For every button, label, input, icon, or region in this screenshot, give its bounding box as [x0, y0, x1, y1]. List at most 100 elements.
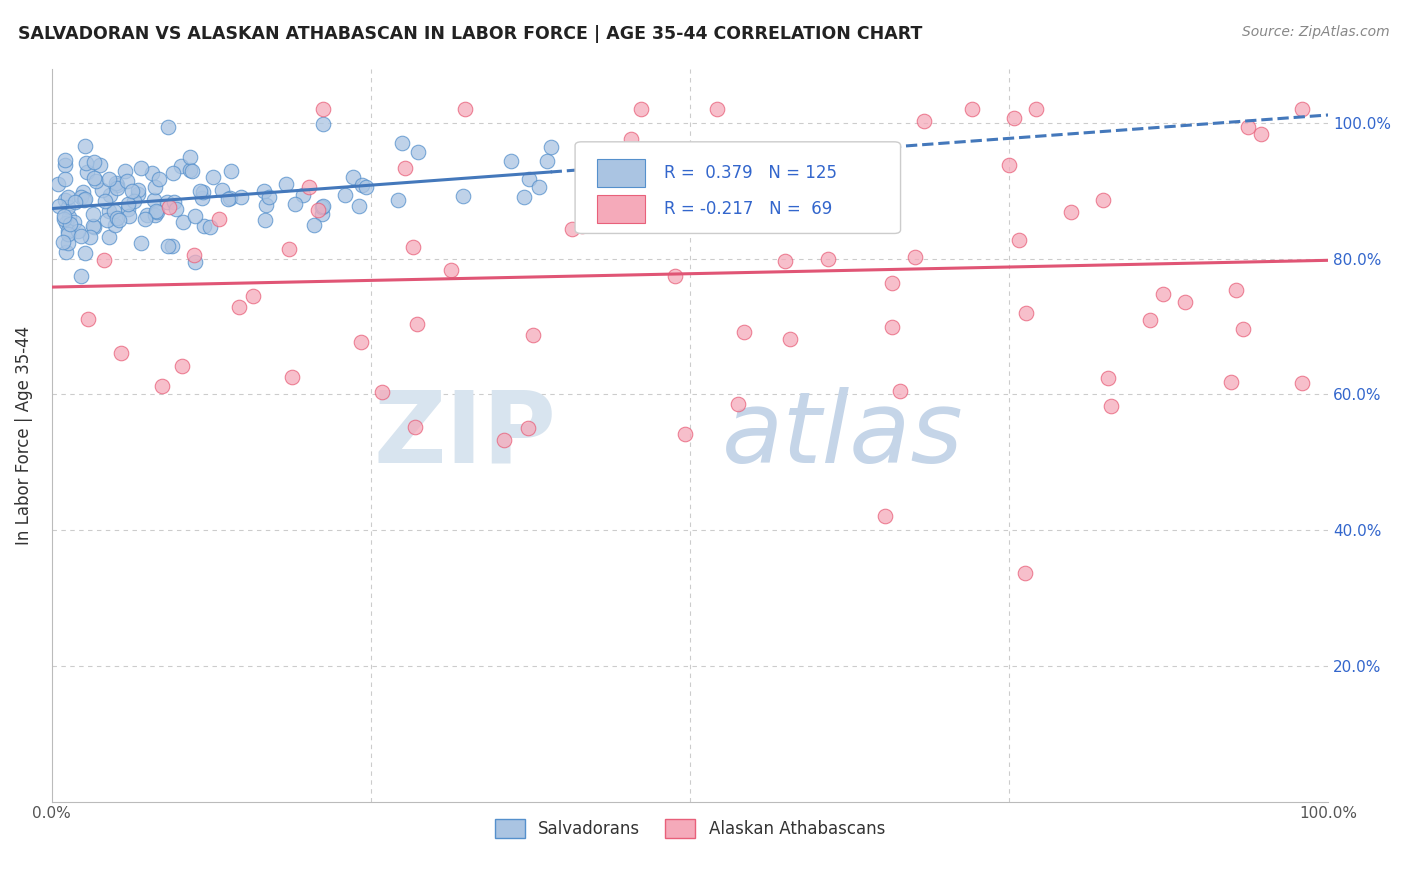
- Point: [105, 181, 128, 195]
- Point: [356, 179, 378, 194]
- Point: [172, 215, 194, 229]
- Point: [122, 194, 145, 208]
- Point: [136, 208, 159, 222]
- Point: [191, 191, 214, 205]
- Point: [387, 193, 409, 207]
- Point: [278, 242, 301, 256]
- Point: [540, 140, 562, 154]
- Point: [58, 200, 80, 214]
- Point: [83, 220, 105, 235]
- Point: [1220, 375, 1243, 389]
- Point: [727, 396, 749, 410]
- Point: [115, 174, 138, 188]
- Point: [779, 332, 801, 346]
- Point: [817, 252, 839, 267]
- Point: [179, 150, 201, 164]
- Point: [307, 202, 329, 217]
- Point: [134, 211, 156, 226]
- Point: [620, 132, 643, 146]
- Point: [880, 277, 903, 291]
- Point: [253, 184, 276, 198]
- Y-axis label: In Labor Force | Age 35-44: In Labor Force | Age 35-44: [15, 326, 32, 545]
- Point: [53, 209, 76, 223]
- Point: [229, 189, 252, 203]
- FancyBboxPatch shape: [575, 142, 901, 234]
- Point: [170, 159, 193, 173]
- Point: [1291, 102, 1313, 116]
- Point: [143, 208, 166, 222]
- Point: [53, 153, 76, 168]
- Point: [1250, 127, 1272, 141]
- Point: [89, 158, 111, 172]
- Point: [55, 245, 77, 260]
- Point: [188, 184, 211, 198]
- Point: [773, 254, 796, 268]
- Point: [52, 235, 75, 250]
- Point: [405, 318, 427, 332]
- Point: [191, 185, 214, 199]
- Point: [406, 145, 429, 160]
- Point: [880, 320, 903, 334]
- Point: [347, 199, 370, 213]
- Point: [117, 202, 139, 216]
- Point: [1002, 111, 1025, 125]
- Point: [58, 224, 80, 238]
- Point: [110, 346, 132, 360]
- Point: [155, 194, 177, 209]
- Point: [82, 206, 104, 220]
- Point: [291, 187, 314, 202]
- Point: [56, 227, 79, 241]
- Point: [73, 193, 96, 207]
- Point: [145, 203, 167, 218]
- Legend: Salvadorans, Alaskan Athabascans: Salvadorans, Alaskan Athabascans: [488, 812, 891, 845]
- Point: [281, 370, 304, 384]
- Point: [91, 183, 114, 197]
- Point: [875, 508, 897, 523]
- Point: [103, 203, 125, 218]
- Point: [401, 240, 423, 254]
- Point: [298, 180, 321, 194]
- Point: [70, 190, 93, 204]
- Point: [56, 236, 79, 251]
- Point: [48, 199, 70, 213]
- Point: [522, 327, 544, 342]
- Point: [257, 189, 280, 203]
- Point: [1015, 306, 1038, 320]
- Point: [342, 169, 364, 184]
- Point: [83, 154, 105, 169]
- Point: [904, 250, 927, 264]
- Point: [440, 262, 463, 277]
- Point: [1059, 205, 1081, 219]
- Point: [561, 222, 583, 236]
- Point: [184, 255, 207, 269]
- Point: [94, 194, 117, 208]
- Point: [689, 193, 711, 207]
- Point: [108, 212, 131, 227]
- Point: [53, 211, 76, 226]
- Point: [105, 176, 128, 190]
- Point: [97, 230, 120, 244]
- Point: [157, 200, 180, 214]
- Point: [98, 204, 121, 219]
- Point: [571, 219, 593, 233]
- Point: [72, 185, 94, 199]
- Point: [453, 102, 475, 116]
- Point: [76, 165, 98, 179]
- Point: [1007, 233, 1029, 247]
- Point: [59, 217, 82, 231]
- Point: [129, 235, 152, 250]
- Point: [1099, 399, 1122, 413]
- Point: [93, 253, 115, 268]
- Point: [1139, 312, 1161, 326]
- Point: [83, 170, 105, 185]
- Point: [160, 239, 183, 253]
- Point: [98, 187, 121, 202]
- Text: ZIP: ZIP: [373, 386, 555, 483]
- Point: [221, 164, 243, 178]
- Point: [512, 190, 534, 204]
- Point: [143, 179, 166, 194]
- Point: [962, 102, 984, 116]
- Point: [870, 166, 893, 180]
- Point: [65, 194, 87, 209]
- Point: [105, 178, 128, 193]
